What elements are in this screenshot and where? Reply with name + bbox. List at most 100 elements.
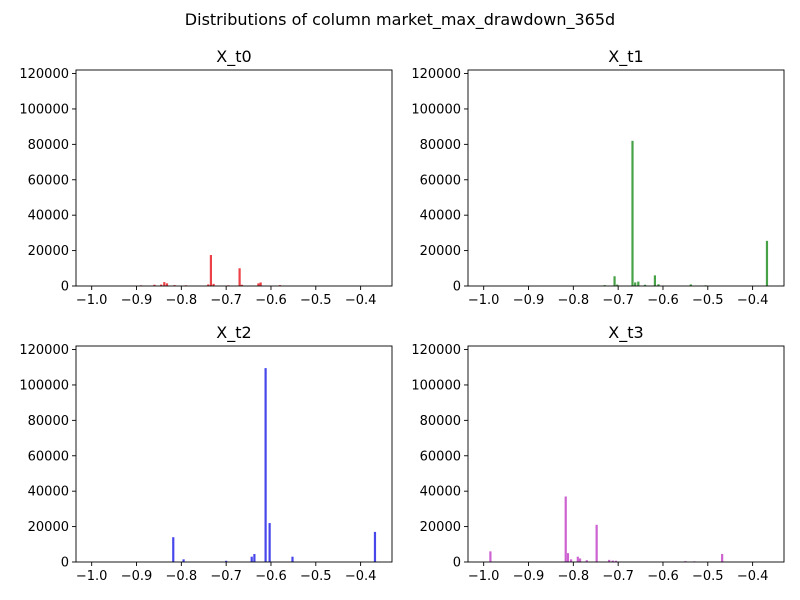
bar [160, 284, 163, 286]
bar [238, 268, 241, 286]
bar [489, 551, 492, 562]
bar [564, 496, 567, 562]
x-tick-label: −0.5 [300, 293, 332, 308]
bar [257, 283, 260, 286]
y-tick-label: 80000 [28, 138, 69, 153]
x-tick-label: −0.7 [602, 293, 634, 308]
bar [595, 524, 598, 562]
subplot-x-t0: X_t0 −1.0 −0.9 −0.8 −0.7 −0.6 −0.5 −0.4 0 20000 40… [19, 47, 393, 308]
y-tick-label: 80000 [420, 138, 461, 153]
y-tick-label: 100000 [411, 102, 461, 117]
axes-frame [75, 69, 393, 287]
bar [250, 556, 253, 562]
x-tick-label: −0.9 [121, 293, 153, 308]
bar [165, 283, 169, 286]
y-tick-label: 60000 [28, 173, 69, 188]
y-tick-label: 20000 [28, 244, 69, 259]
bar [614, 560, 618, 562]
subplot-x-t3: X_t3 −1.0 −0.9 −0.8 −0.7 −0.6 −0.5 −0.4 0 20000 40… [411, 323, 785, 584]
bar [566, 553, 570, 562]
subplot-title: X_t2 [216, 323, 251, 343]
subplot-x-t1: X_t1 −1.0 −0.9 −0.8 −0.7 −0.6 −0.5 −0.4 0 20000 40… [411, 47, 785, 308]
bar [212, 283, 215, 286]
x-tick-label: −1.0 [468, 569, 500, 584]
bar [153, 284, 156, 286]
x-tick-label: −0.4 [345, 569, 377, 584]
x-tick-label: −0.5 [692, 293, 724, 308]
x-tick-label: −0.7 [210, 293, 242, 308]
y-tick-label: 100000 [19, 102, 69, 117]
bar [578, 558, 582, 562]
y-tick-label: 60000 [420, 173, 461, 188]
bar [240, 284, 243, 286]
y-tick-label: 20000 [420, 520, 461, 535]
y-tick-label: 20000 [420, 244, 461, 259]
x-tick-label: −0.9 [513, 293, 545, 308]
bar [616, 284, 619, 286]
x-tick-label: −0.4 [737, 569, 769, 584]
bar [207, 284, 210, 286]
x-tick-label: −0.6 [647, 293, 679, 308]
bar [253, 554, 256, 562]
y-tick-label: 100000 [411, 378, 461, 393]
bar [643, 284, 647, 286]
bar [373, 531, 377, 562]
bar [608, 559, 611, 562]
y-tick-label: 40000 [28, 485, 69, 500]
bar [657, 284, 660, 286]
y-tick-label: 120000 [411, 343, 461, 358]
y-tick-label: 80000 [420, 414, 461, 429]
y-tick-label: 20000 [28, 520, 69, 535]
subplot-x-t2: X_t2 −1.0 −0.9 −0.8 −0.7 −0.6 −0.5 −0.4 0 20000 40… [19, 323, 393, 584]
y-tick-label: 100000 [19, 378, 69, 393]
bar [611, 560, 614, 562]
bar [163, 282, 166, 286]
y-tick-label: 120000 [19, 343, 69, 358]
x-tick-label: −0.8 [558, 293, 590, 308]
x-tick-label: −0.8 [166, 569, 198, 584]
x-tick-label: −0.9 [121, 569, 153, 584]
subplot-title: X_t1 [608, 47, 643, 67]
x-tick-label: −0.5 [300, 569, 332, 584]
y-tick-label: 60000 [420, 449, 461, 464]
x-tick-label: −1.0 [76, 569, 108, 584]
bar [721, 554, 724, 562]
y-tick-label: 60000 [28, 449, 69, 464]
y-tick-label: 80000 [28, 414, 69, 429]
y-tick-label: 120000 [19, 67, 69, 82]
y-tick-label: 40000 [28, 209, 69, 224]
x-tick-label: −0.5 [692, 569, 724, 584]
y-tick-label: 0 [61, 280, 69, 295]
axes-frame [467, 69, 785, 287]
bar [182, 559, 185, 562]
y-tick-label: 0 [453, 280, 461, 295]
y-tick-label: 0 [453, 556, 461, 571]
x-tick-label: −0.7 [602, 569, 634, 584]
x-tick-label: −0.8 [166, 293, 198, 308]
axes-frame [467, 345, 785, 563]
bar [613, 276, 616, 286]
x-tick-label: −0.8 [558, 569, 590, 584]
bar [653, 275, 657, 286]
subplot-title: X_t3 [608, 323, 643, 343]
bar [631, 140, 634, 286]
x-tick-label: −0.6 [647, 569, 679, 584]
bar [585, 560, 588, 562]
y-tick-label: 40000 [420, 209, 461, 224]
bar [259, 282, 262, 286]
x-tick-label: −1.0 [76, 293, 108, 308]
bar [576, 556, 579, 562]
bar [209, 255, 213, 286]
y-tick-label: 0 [61, 556, 69, 571]
bar [264, 368, 267, 562]
bars [172, 368, 377, 562]
bar [225, 560, 228, 562]
bar [637, 281, 640, 286]
x-tick-label: −0.6 [255, 293, 287, 308]
bar [172, 537, 175, 562]
x-tick-label: −0.4 [345, 293, 377, 308]
x-tick-label: −0.7 [210, 569, 242, 584]
x-tick-label: −1.0 [468, 293, 500, 308]
